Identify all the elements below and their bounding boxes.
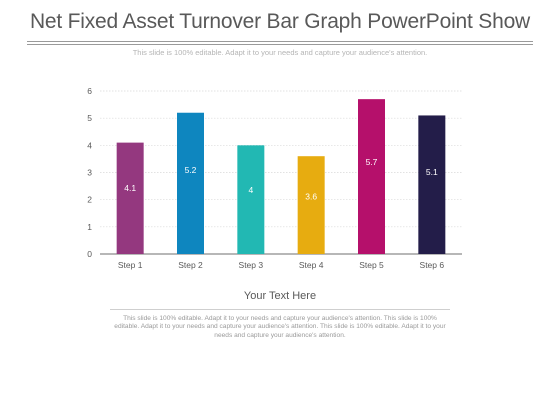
bar [297,156,325,254]
y-tick-label: 3 [87,168,92,178]
title-rule-top [27,41,533,42]
bar-data-label: 4 [248,185,253,195]
x-tick-label: Step 1 [118,260,143,270]
chart-bars [116,99,446,255]
y-tick-label: 1 [87,222,92,232]
y-tick-label: 4 [87,140,92,150]
bar [116,142,144,254]
x-tick-label: Step 6 [420,260,445,270]
x-tick-label: Step 3 [239,260,264,270]
bar [237,145,265,254]
data-labels: 4.1 5.2 4 3.6 5.7 5.1 [124,157,438,201]
bar-data-label: 3.6 [305,191,317,201]
bar-data-label: 5.7 [366,157,378,167]
y-tick-label: 2 [87,195,92,205]
x-axis-ticks: Step 1 Step 2 Step 3 Step 4 Step 5 Step 6 [118,260,445,270]
y-tick-label: 6 [87,86,92,96]
footer-rule [110,309,450,310]
page-title: Net Fixed Asset Turnover Bar Graph Power… [29,10,531,33]
y-tick-label: 0 [87,249,92,259]
x-tick-label: Step 5 [359,260,384,270]
bar [177,112,204,254]
y-axis-ticks: 0 1 2 3 4 5 6 [87,86,92,259]
y-tick-label: 5 [87,113,92,123]
bar [418,115,446,254]
chart-grid [100,90,462,255]
bar-data-label: 4.1 [124,183,136,193]
footer-heading: Your Text Here [243,290,317,302]
title-rule-bottom [27,44,533,45]
bar [358,99,385,255]
subtitle: This slide is 100% editable. Adapt it to… [132,48,428,57]
footer-body: This slide is 100% editable. Adapt it to… [114,315,446,339]
x-tick-label: Step 4 [299,260,324,270]
bar-data-label: 5.1 [426,167,438,177]
bar-data-label: 5.2 [185,165,197,175]
x-tick-label: Step 2 [178,260,203,270]
